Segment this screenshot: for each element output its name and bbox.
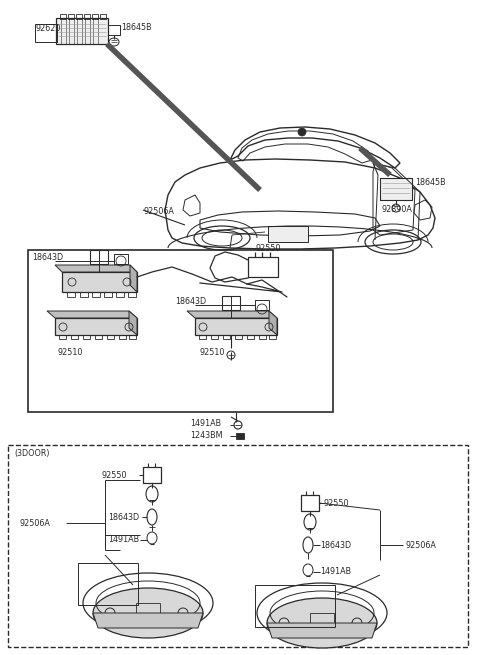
- Bar: [310, 613, 334, 631]
- Polygon shape: [267, 623, 377, 638]
- Bar: [301, 495, 319, 511]
- Bar: [269, 335, 276, 339]
- Polygon shape: [55, 265, 137, 272]
- Bar: [35, 24, 57, 42]
- Bar: [119, 335, 126, 339]
- Bar: [104, 292, 112, 297]
- Ellipse shape: [267, 598, 377, 648]
- Text: 92506A: 92506A: [405, 540, 436, 550]
- Bar: [77, 18, 82, 44]
- Bar: [8, 445, 468, 647]
- Text: 1491AB: 1491AB: [108, 536, 139, 544]
- Bar: [211, 335, 218, 339]
- Polygon shape: [62, 272, 137, 292]
- Text: 92550: 92550: [255, 244, 280, 253]
- Text: 18643D: 18643D: [32, 252, 63, 261]
- Bar: [259, 335, 266, 339]
- Text: 18643D: 18643D: [175, 297, 206, 307]
- Bar: [136, 603, 160, 621]
- Bar: [60, 14, 66, 19]
- Bar: [108, 25, 120, 35]
- Bar: [223, 335, 230, 339]
- Ellipse shape: [93, 588, 203, 638]
- Bar: [92, 292, 100, 297]
- Bar: [380, 178, 412, 200]
- Bar: [199, 335, 206, 339]
- Bar: [129, 335, 136, 339]
- Text: 18645B: 18645B: [415, 178, 445, 187]
- Polygon shape: [55, 318, 137, 335]
- Bar: [68, 14, 74, 19]
- Polygon shape: [195, 318, 277, 335]
- Bar: [95, 335, 102, 339]
- Bar: [247, 335, 254, 339]
- Text: 92890A: 92890A: [382, 205, 413, 214]
- Bar: [93, 18, 98, 44]
- Text: (3DOOR): (3DOOR): [14, 449, 49, 458]
- Bar: [28, 250, 333, 412]
- Bar: [235, 335, 242, 339]
- Polygon shape: [47, 311, 137, 318]
- Polygon shape: [93, 613, 203, 628]
- Polygon shape: [129, 311, 137, 335]
- Bar: [255, 585, 335, 627]
- Bar: [78, 563, 138, 605]
- Bar: [143, 467, 161, 483]
- Bar: [76, 14, 82, 19]
- Text: 92510: 92510: [200, 348, 226, 357]
- Bar: [128, 292, 136, 297]
- Bar: [255, 300, 269, 310]
- Bar: [56, 18, 108, 44]
- Text: 18643D: 18643D: [320, 540, 351, 550]
- Bar: [222, 296, 240, 310]
- Bar: [114, 254, 128, 264]
- Bar: [100, 14, 106, 19]
- Text: 92506A: 92506A: [20, 519, 51, 527]
- Text: 92550: 92550: [324, 498, 349, 508]
- Text: 1491AB: 1491AB: [320, 567, 351, 576]
- Text: 92510: 92510: [58, 348, 84, 357]
- Polygon shape: [269, 311, 277, 335]
- Bar: [107, 335, 114, 339]
- Bar: [268, 226, 308, 242]
- Text: 92550: 92550: [102, 470, 128, 479]
- Bar: [59, 335, 66, 339]
- Bar: [69, 18, 74, 44]
- Bar: [85, 18, 90, 44]
- Bar: [83, 335, 90, 339]
- Bar: [92, 14, 98, 19]
- Bar: [248, 257, 278, 277]
- Ellipse shape: [298, 128, 306, 136]
- Polygon shape: [187, 311, 277, 318]
- Bar: [61, 18, 66, 44]
- Text: 92506A: 92506A: [143, 207, 174, 216]
- Bar: [380, 178, 412, 200]
- Bar: [84, 14, 90, 19]
- Bar: [116, 292, 124, 297]
- Bar: [236, 433, 244, 439]
- Polygon shape: [130, 265, 137, 292]
- Text: 1243BM: 1243BM: [190, 432, 223, 441]
- Bar: [67, 292, 75, 297]
- Text: 18645B: 18645B: [121, 23, 152, 32]
- Text: 1491AB: 1491AB: [190, 419, 221, 428]
- Bar: [90, 250, 108, 264]
- Bar: [80, 292, 88, 297]
- Bar: [71, 335, 78, 339]
- Text: 92620: 92620: [36, 24, 61, 33]
- Text: 18643D: 18643D: [108, 512, 139, 521]
